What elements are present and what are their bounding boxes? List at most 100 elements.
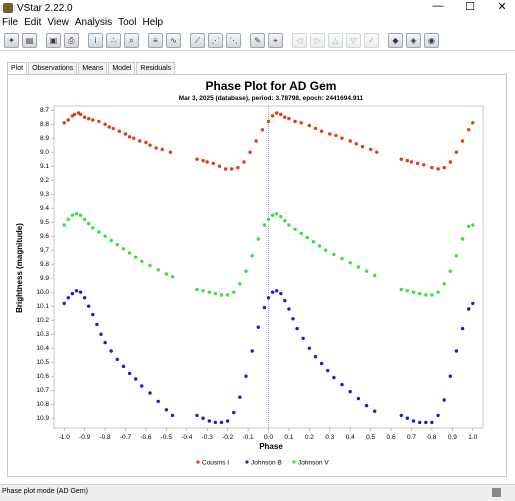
menu-help[interactable]: Help xyxy=(142,17,164,28)
data-point-johnson-v xyxy=(340,256,344,261)
print-icon[interactable]: ⎙ xyxy=(64,33,79,48)
x-tick-label: 0.4 xyxy=(346,434,355,441)
data-point-johnson-b xyxy=(244,374,248,378)
data-point-johnson-v xyxy=(244,269,248,273)
data-point-johnson-b xyxy=(266,296,271,300)
legend-label-johnson-v: Johnson V xyxy=(298,460,329,467)
data-point-johnson-v xyxy=(266,217,271,222)
data-point-cousins-i xyxy=(375,150,379,154)
y-tick-label: 10.4 xyxy=(36,345,49,352)
data-point-cousins-i xyxy=(354,142,358,146)
data-point-cousins-i xyxy=(275,111,279,115)
data-point-johnson-b xyxy=(99,332,103,336)
data-point-johnson-b xyxy=(238,395,242,399)
zoom-icon[interactable]: ⌕ xyxy=(124,33,139,48)
data-point-johnson-v xyxy=(299,231,303,236)
data-point-johnson-b xyxy=(442,398,446,402)
tool-b-icon[interactable]: ⌖ xyxy=(268,33,283,48)
data-point-johnson-v xyxy=(70,213,75,217)
new-star-icon[interactable]: ✦ xyxy=(4,33,19,48)
minimize-button[interactable]: — xyxy=(432,0,444,12)
data-point-johnson-b xyxy=(78,290,83,294)
tab-means[interactable]: Means xyxy=(78,62,108,74)
data-point-johnson-v xyxy=(97,230,101,234)
maximize-button[interactable]: ☐ xyxy=(465,1,475,13)
resize-grip-icon[interactable] xyxy=(492,488,501,497)
y-tick-label: 10.8 xyxy=(36,401,49,408)
phase-plot-chart[interactable]: Phase Plot for AD Gem Mar 3, 2025 (datab… xyxy=(8,75,506,476)
open-file-icon[interactable]: ▤ xyxy=(22,33,37,48)
data-point-johnson-b xyxy=(70,291,75,296)
info-icon[interactable]: i xyxy=(88,33,103,48)
menu-analysis[interactable]: Analysis xyxy=(74,17,113,28)
data-point-johnson-v xyxy=(317,244,322,248)
data-point-johnson-b xyxy=(373,409,377,413)
data-point-cousins-i xyxy=(154,146,158,150)
legend-marker-johnson-v xyxy=(292,460,296,464)
data-point-johnson-v xyxy=(460,237,465,241)
check-icon[interactable]: ✓ xyxy=(364,33,379,48)
data-points xyxy=(62,111,475,425)
data-point-johnson-v xyxy=(262,223,267,227)
data-point-johnson-v xyxy=(324,248,328,252)
x-tick-label: -1.0 xyxy=(59,434,71,441)
data-point-johnson-v xyxy=(411,290,416,294)
data-point-cousins-i xyxy=(66,118,70,122)
x-tick-label: 0.2 xyxy=(305,434,314,441)
y-tick-label: 10.0 xyxy=(36,289,49,296)
forward-icon[interactable]: ▷ xyxy=(310,33,325,48)
stats-icon[interactable]: ≡ xyxy=(148,33,163,48)
menu-view[interactable]: View xyxy=(47,17,69,28)
data-point-johnson-v xyxy=(156,268,160,272)
data-point-johnson-b xyxy=(332,375,336,380)
x-tick-label: -0.2 xyxy=(222,434,234,441)
data-point-johnson-b xyxy=(283,298,287,303)
tab-model[interactable]: Model xyxy=(108,62,136,74)
tab-observations[interactable]: Observations xyxy=(28,62,78,74)
back-icon[interactable]: ◁ xyxy=(292,33,307,48)
plugin-a-icon[interactable]: ◆ xyxy=(388,33,403,48)
data-point-johnson-b xyxy=(148,391,152,395)
plugin-c-icon[interactable]: ◉ xyxy=(424,33,439,48)
chart-c-icon[interactable]: ⋱ xyxy=(226,33,241,48)
y-axis: 8.7 8.8 8.9 9.0 9.1 9.2 9.3 9.4 9.5 9.6 9.7 9.8 9.9 1… xyxy=(36,107,54,422)
toolbar: ✦ ▤ ▣ ⎙ i ∴ ⌕ ≡ ∿ ⟋ ⋰ ⋱ ✎ ⌖ ◁ ▷ △ ▽ ✓ ◆ … xyxy=(0,31,515,51)
data-point-cousins-i xyxy=(283,115,287,119)
data-point-johnson-b xyxy=(411,419,416,423)
y-axis-label: Brightness (magnitude) xyxy=(15,223,24,313)
chart-b-icon[interactable]: ⋰ xyxy=(208,33,223,48)
data-point-johnson-b xyxy=(430,420,434,425)
tab-plot[interactable]: Plot xyxy=(7,62,28,74)
tab-residuals[interactable]: Residuals xyxy=(136,62,176,74)
data-point-johnson-v xyxy=(436,290,440,294)
data-point-johnson-v xyxy=(311,240,316,244)
title-bar: VStar 2.22.0 — ☐ ✕ xyxy=(0,0,515,16)
plugin-b-icon[interactable]: ◈ xyxy=(406,33,421,48)
save-icon[interactable]: ▣ xyxy=(46,33,61,48)
tool-a-icon[interactable]: ✎ xyxy=(250,33,265,48)
data-point-cousins-i xyxy=(360,144,365,149)
data-point-johnson-b xyxy=(399,413,403,418)
menu-file[interactable]: File xyxy=(2,17,19,28)
data-point-cousins-i xyxy=(471,121,475,125)
chart-a-icon[interactable]: ⟋ xyxy=(190,33,205,48)
data-point-johnson-v xyxy=(207,290,211,294)
data-point-johnson-b xyxy=(279,291,283,296)
data-point-johnson-b xyxy=(275,289,279,293)
data-point-cousins-i xyxy=(78,112,83,117)
close-button[interactable]: ✕ xyxy=(497,1,507,13)
app-logo-icon xyxy=(3,3,13,13)
up-icon[interactable]: △ xyxy=(328,33,343,48)
data-point-cousins-i xyxy=(293,119,297,124)
menu-tool[interactable]: Tool xyxy=(118,17,137,28)
data-point-cousins-i xyxy=(123,132,128,136)
data-point-cousins-i xyxy=(72,112,77,117)
data-point-johnson-v xyxy=(287,223,291,227)
data-point-johnson-b xyxy=(291,317,295,321)
data-point-cousins-i xyxy=(62,121,66,125)
wave-icon[interactable]: ∿ xyxy=(166,33,181,48)
down-icon[interactable]: ▽ xyxy=(346,33,361,48)
plot-icon[interactable]: ∴ xyxy=(106,33,121,48)
data-point-johnson-b xyxy=(313,354,318,359)
menu-edit[interactable]: Edit xyxy=(24,17,42,28)
